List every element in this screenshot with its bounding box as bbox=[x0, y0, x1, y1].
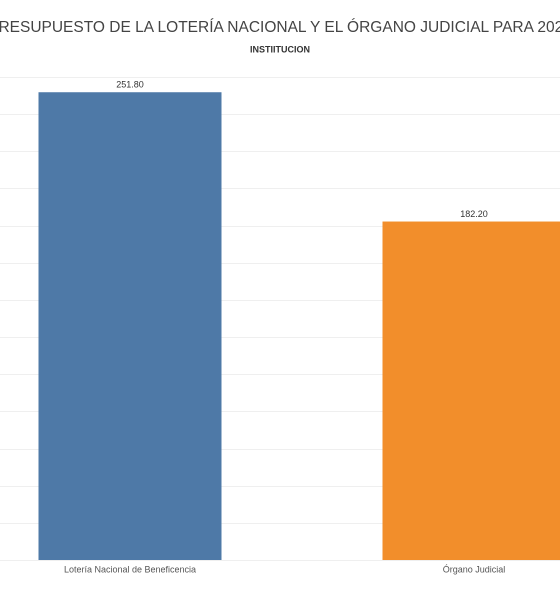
value-label: 182.20 bbox=[460, 209, 488, 219]
x-tick-label: Lotería Nacional de Beneficencia bbox=[64, 564, 196, 574]
bar bbox=[38, 92, 222, 560]
chart-subtitle: INSTIITUCION bbox=[250, 44, 310, 54]
x-tick-label: Órgano Judicial bbox=[443, 564, 506, 574]
bar bbox=[382, 221, 560, 561]
value-label: 251.80 bbox=[116, 80, 144, 90]
chart-title: PRESUPUESTO DE LA LOTERÍA NACIONAL Y EL … bbox=[0, 19, 560, 36]
